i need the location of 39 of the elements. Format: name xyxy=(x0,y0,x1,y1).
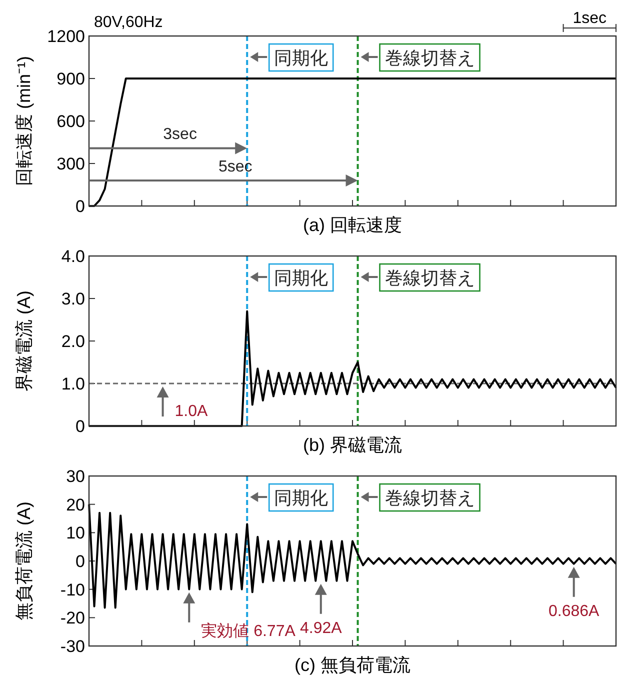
text: 80V,60Hz xyxy=(94,14,163,31)
y-tick-label: 0 xyxy=(76,552,85,571)
annotation: 同期化 xyxy=(274,268,328,288)
annotation: 0.686A xyxy=(548,602,600,620)
annotation: 同期化 xyxy=(274,488,328,508)
y-tick-label: 1200 xyxy=(47,27,85,46)
annotation: 巻線切替え xyxy=(384,268,475,288)
y-tick-label: 30 xyxy=(66,467,85,486)
annotation: 巻線切替え xyxy=(384,488,475,508)
y-tick-label: 0 xyxy=(76,197,85,216)
y-tick-label: 0 xyxy=(76,417,85,436)
y-tick-label: 3.0 xyxy=(61,290,85,308)
line-series xyxy=(88,78,617,207)
y-tick-label: 4.0 xyxy=(61,247,85,266)
annotation: 4.92A xyxy=(300,620,342,637)
y-tick-label: 2.0 xyxy=(61,332,85,351)
y-tick-label: -10 xyxy=(60,580,85,600)
y-tick-label: 300 xyxy=(56,154,85,174)
y-axis-title: 無負荷電流 (A) xyxy=(14,502,34,620)
y-tick-label: -30 xyxy=(60,637,85,656)
y-tick-label: -20 xyxy=(60,608,85,628)
y-tick-label: 900 xyxy=(56,70,85,88)
text: (b) 界磁電流 xyxy=(303,435,402,455)
y-tick-label: 10 xyxy=(66,524,85,543)
annotation: 3sec xyxy=(163,126,197,144)
y-axis-title: 界磁電流 (A) xyxy=(14,290,34,392)
text: (c) 無負荷電流 xyxy=(294,655,410,675)
annotation: 5sec xyxy=(218,158,252,176)
line-series xyxy=(88,310,617,427)
annotation: 実効値 6.77A xyxy=(201,622,296,640)
y-axis-title: 回転速度 (min⁻¹) xyxy=(14,56,34,186)
text: (a) 回転速度 xyxy=(303,215,402,235)
y-tick-label: 20 xyxy=(66,495,85,514)
y-tick-label: 1.0 xyxy=(61,374,85,394)
y-tick-label: 600 xyxy=(56,112,85,131)
annotation: 巻線切替え xyxy=(384,48,475,68)
text: 1sec xyxy=(572,10,607,27)
annotation: 1.0A xyxy=(174,403,208,420)
annotation: 同期化 xyxy=(274,48,328,68)
